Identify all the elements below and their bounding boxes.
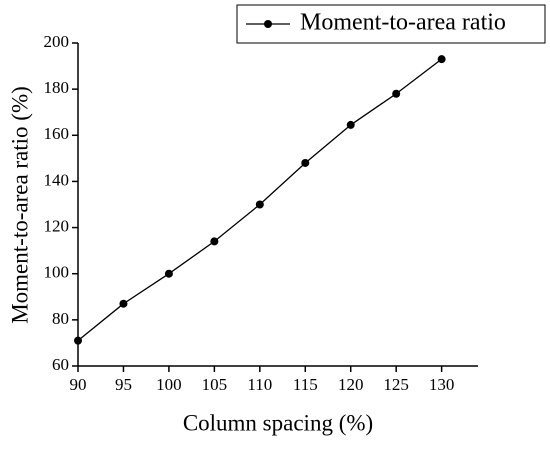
data-point [301,158,310,167]
data-point [392,89,401,98]
x-tick-label: 130 [429,375,455,394]
x-tick-label: 125 [383,375,409,394]
y-tick-label: 60 [52,355,69,374]
x-tick-label: 115 [293,375,318,394]
y-tick-label: 100 [44,263,70,282]
x-tick-label: 95 [115,375,132,394]
x-tick-label: 110 [247,375,272,394]
y-tick-label: 120 [44,216,70,235]
data-point [74,336,82,345]
data-point [437,55,446,64]
x-tick-label: 120 [338,375,364,394]
legend-label: Moment-to-area ratio [300,10,506,36]
x-tick-label: 100 [156,375,182,394]
y-tick-label: 180 [44,78,70,97]
data-point [119,299,128,308]
y-tick-label: 200 [44,32,70,51]
legend-marker [264,20,272,28]
y-tick-label: 140 [44,170,70,189]
data-point [164,269,173,278]
x-tick-label: 90 [70,375,87,394]
data-point [210,237,219,246]
y-tick-label: 80 [52,309,69,328]
data-line [77,58,443,342]
data-point [346,120,355,129]
x-tick-label: 105 [202,375,228,394]
x-axis-title: Column spacing (%) [183,410,373,435]
data-point [255,200,264,209]
y-tick-label: 160 [44,124,70,143]
y-axis-title: Moment-to-area ratio (%) [7,86,32,324]
